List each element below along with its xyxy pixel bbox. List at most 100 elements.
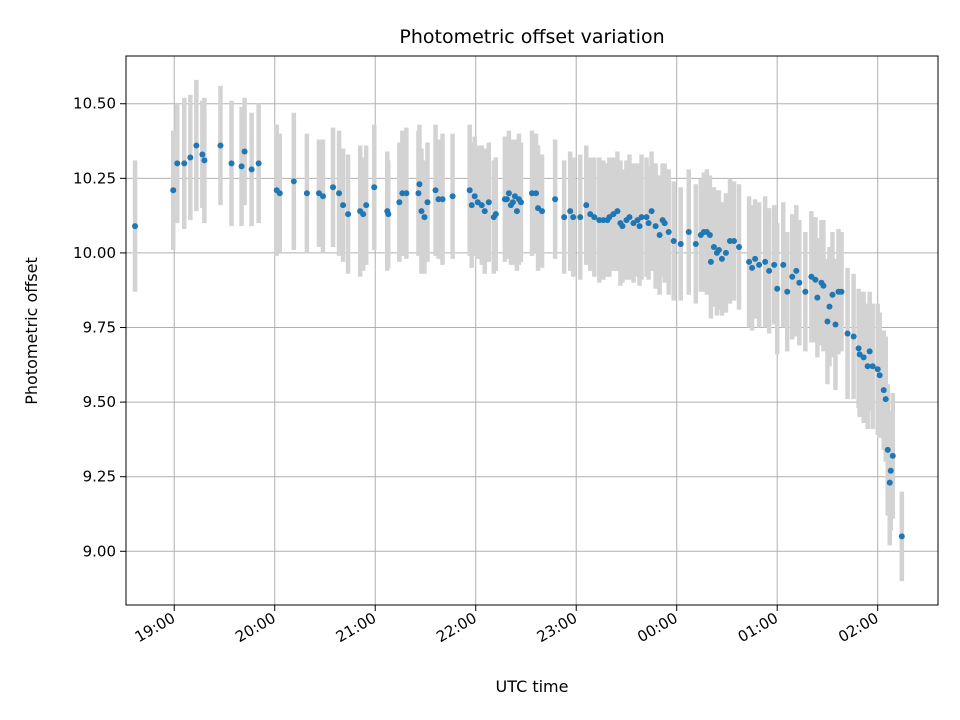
data-point <box>832 321 839 328</box>
data-point <box>643 214 650 221</box>
data-point <box>330 184 337 191</box>
data-point <box>706 232 713 239</box>
data-point <box>485 199 492 206</box>
data-point <box>303 190 310 197</box>
data-point <box>276 190 283 197</box>
data-point <box>887 467 894 474</box>
data-point <box>371 184 378 191</box>
data-point <box>784 288 791 295</box>
data-point <box>685 229 692 236</box>
data-point <box>796 279 803 286</box>
data-point <box>432 187 439 194</box>
data-point <box>505 190 512 197</box>
data-point <box>880 387 887 394</box>
data-point <box>789 273 796 280</box>
data-point <box>248 166 255 173</box>
data-point <box>730 237 737 244</box>
data-point <box>396 199 403 206</box>
data-point <box>898 533 905 540</box>
data-point <box>889 452 896 459</box>
y-tick-label: 9.75 <box>83 319 116 337</box>
data-point <box>829 291 836 298</box>
data-point <box>661 220 668 227</box>
y-axis-title: Photometric offset <box>22 257 41 405</box>
data-point <box>193 142 200 149</box>
data-point <box>170 187 177 194</box>
data-point <box>656 232 663 239</box>
data-point <box>722 249 729 256</box>
data-point <box>812 276 819 283</box>
data-point <box>844 330 851 337</box>
data-point <box>869 363 876 370</box>
data-point <box>539 208 546 215</box>
data-point <box>838 288 845 295</box>
data-point <box>774 285 781 292</box>
data-point <box>424 199 431 206</box>
plot-area-frame <box>125 55 939 606</box>
data-point <box>513 208 520 215</box>
data-point <box>710 243 717 250</box>
data-point <box>403 190 410 197</box>
data-point <box>850 333 857 340</box>
y-tick-label: 9.50 <box>83 393 116 411</box>
data-point <box>886 479 893 486</box>
data-point <box>363 202 370 209</box>
data-point <box>241 148 248 155</box>
data-point <box>509 199 516 206</box>
data-point <box>692 240 699 247</box>
data-point <box>583 202 590 209</box>
data-point <box>340 202 347 209</box>
data-point <box>478 202 485 209</box>
data-point <box>718 255 725 262</box>
data-point <box>255 160 262 167</box>
data-point <box>503 196 510 203</box>
data-point <box>715 246 722 253</box>
data-point <box>860 354 867 361</box>
data-point <box>345 211 352 218</box>
data-point <box>824 318 831 325</box>
data-point <box>780 261 787 268</box>
data-point <box>802 288 809 295</box>
data-point <box>626 214 633 221</box>
data-point <box>201 157 208 164</box>
data-point <box>814 294 821 301</box>
data-point <box>228 160 235 167</box>
y-tick-label: 10.00 <box>73 244 116 262</box>
data-point <box>187 154 194 161</box>
data-point <box>319 193 326 200</box>
data-point <box>820 282 827 289</box>
data-point <box>874 366 881 373</box>
data-point <box>468 202 475 209</box>
data-point <box>570 214 577 221</box>
y-tick-label: 9.25 <box>83 468 116 486</box>
data-point <box>517 199 524 206</box>
data-point <box>181 160 188 167</box>
y-tick-label: 10.50 <box>73 95 116 113</box>
data-point <box>336 190 343 197</box>
data-point <box>619 223 626 230</box>
data-point <box>132 223 139 230</box>
data-point <box>439 196 446 203</box>
data-point <box>882 396 889 403</box>
data-point <box>736 243 743 250</box>
data-point <box>638 214 645 221</box>
data-point <box>360 211 367 218</box>
data-point <box>614 208 621 215</box>
data-point <box>884 446 891 453</box>
data-point <box>421 214 428 221</box>
data-point <box>591 214 598 221</box>
data-point <box>652 223 659 230</box>
data-point <box>864 363 871 370</box>
data-point <box>645 220 652 227</box>
data-point <box>855 345 862 352</box>
data-point <box>876 372 883 379</box>
data-point <box>533 190 540 197</box>
data-point <box>677 240 684 247</box>
data-point <box>449 193 456 200</box>
data-point <box>416 181 423 188</box>
data-point <box>752 255 759 262</box>
data-point <box>636 223 643 230</box>
data-point <box>766 267 773 274</box>
